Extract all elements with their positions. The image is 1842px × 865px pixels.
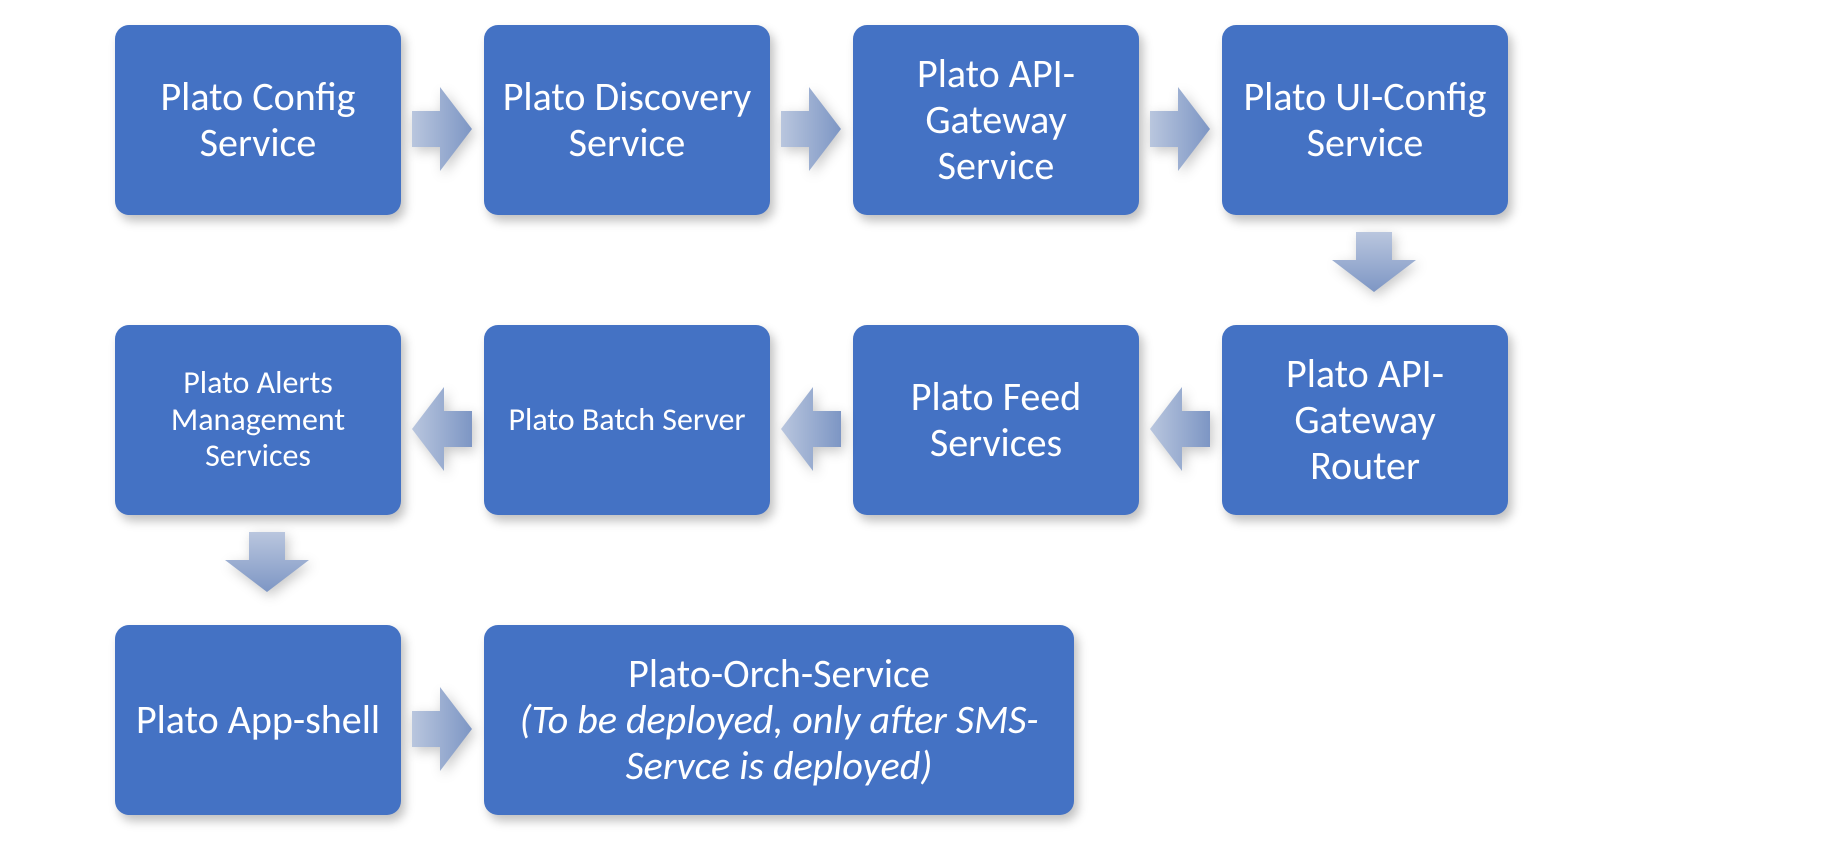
node-label: Plato Discovery Service	[502, 74, 752, 166]
node-api-gateway-service: Plato API-Gateway Service	[853, 25, 1139, 215]
node-api-gateway-router: Plato API-Gateway Router	[1222, 325, 1508, 515]
arrow-icon	[1150, 387, 1210, 471]
node-orch-service: Plato-Orch-Service (To be deployed, only…	[484, 625, 1074, 815]
node-feed-services: Plato Feed Services	[853, 325, 1139, 515]
node-label: Plato-Orch-Service (To be deployed, only…	[502, 651, 1056, 789]
node-label: Plato App-shell	[133, 697, 383, 743]
node-app-shell: Plato App-shell	[115, 625, 401, 815]
node-label: Plato API-Gateway Router	[1240, 351, 1490, 489]
node-label: Plato Batch Server	[502, 402, 752, 439]
node-label: Plato UI-Config Service	[1240, 74, 1490, 166]
arrow-icon	[412, 687, 472, 771]
node-label: Plato Feed Services	[871, 374, 1121, 466]
arrow-icon	[781, 387, 841, 471]
arrow-icon	[1332, 232, 1416, 292]
node-alerts-mgmt-services: Plato Alerts Management Services	[115, 325, 401, 515]
arrow-icon	[1150, 87, 1210, 171]
node-batch-server: Plato Batch Server	[484, 325, 770, 515]
node-label: Plato API-Gateway Service	[871, 51, 1121, 189]
arrow-icon	[225, 532, 309, 592]
arrow-icon	[412, 387, 472, 471]
node-label: Plato Alerts Management Services	[133, 365, 383, 475]
node-discovery-service: Plato Discovery Service	[484, 25, 770, 215]
node-label: Plato Config Service	[133, 74, 383, 166]
node-ui-config-service: Plato UI-Config Service	[1222, 25, 1508, 215]
arrow-icon	[412, 87, 472, 171]
arrow-icon	[781, 87, 841, 171]
node-config-service: Plato Config Service	[115, 25, 401, 215]
